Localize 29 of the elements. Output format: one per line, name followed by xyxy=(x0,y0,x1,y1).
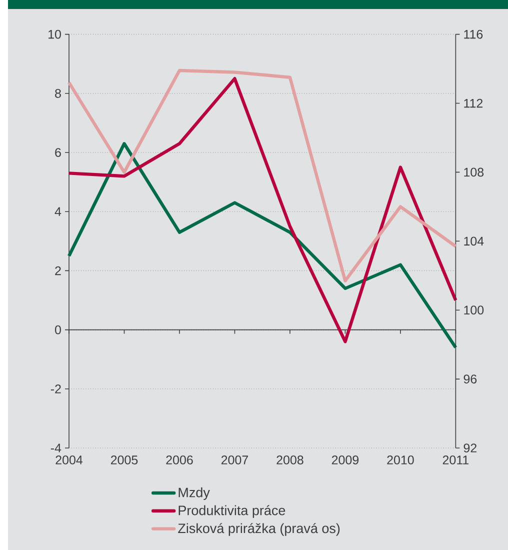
legend-label: Zisková prirážka (pravá os) xyxy=(178,523,340,536)
y2-tick-label: 96 xyxy=(464,374,477,384)
x-tick-label: 2008 xyxy=(276,456,304,464)
x-tick-label: 2005 xyxy=(110,456,138,464)
x-tick-label: 2009 xyxy=(332,456,359,464)
y-tick-label: -4 xyxy=(50,444,62,452)
line-series xyxy=(67,142,458,350)
y-tick-label: -2 xyxy=(50,384,61,394)
y-tick-label: 0 xyxy=(55,325,61,334)
y-tick-label: 4 xyxy=(54,207,62,216)
y2-tick-label: 100 xyxy=(464,306,484,315)
y2-tick-label: 92 xyxy=(464,444,476,452)
x-tick-label: 2004 xyxy=(56,456,83,464)
y2-tick-label: 116 xyxy=(464,30,483,39)
y2-tick-label: 108 xyxy=(464,168,484,177)
x-tick-label: 2010 xyxy=(387,456,414,464)
line-series xyxy=(67,68,458,282)
y-tick-label: 8 xyxy=(55,88,61,98)
x-tick-label: 2007 xyxy=(221,456,248,464)
x-tick-label: 2006 xyxy=(166,456,193,464)
y-tick-label: 2 xyxy=(55,266,61,276)
y-tick-label: 6 xyxy=(55,148,61,157)
legend-label: Mzdy xyxy=(178,487,210,500)
legend-label: Produktivita práce xyxy=(178,505,286,518)
y2-tick-label: 112 xyxy=(464,98,483,108)
y-tick-label: 10 xyxy=(48,30,61,39)
line-series xyxy=(67,77,458,344)
x-tick-label: 2011 xyxy=(442,456,469,464)
y2-tick-label: 104 xyxy=(464,236,484,246)
